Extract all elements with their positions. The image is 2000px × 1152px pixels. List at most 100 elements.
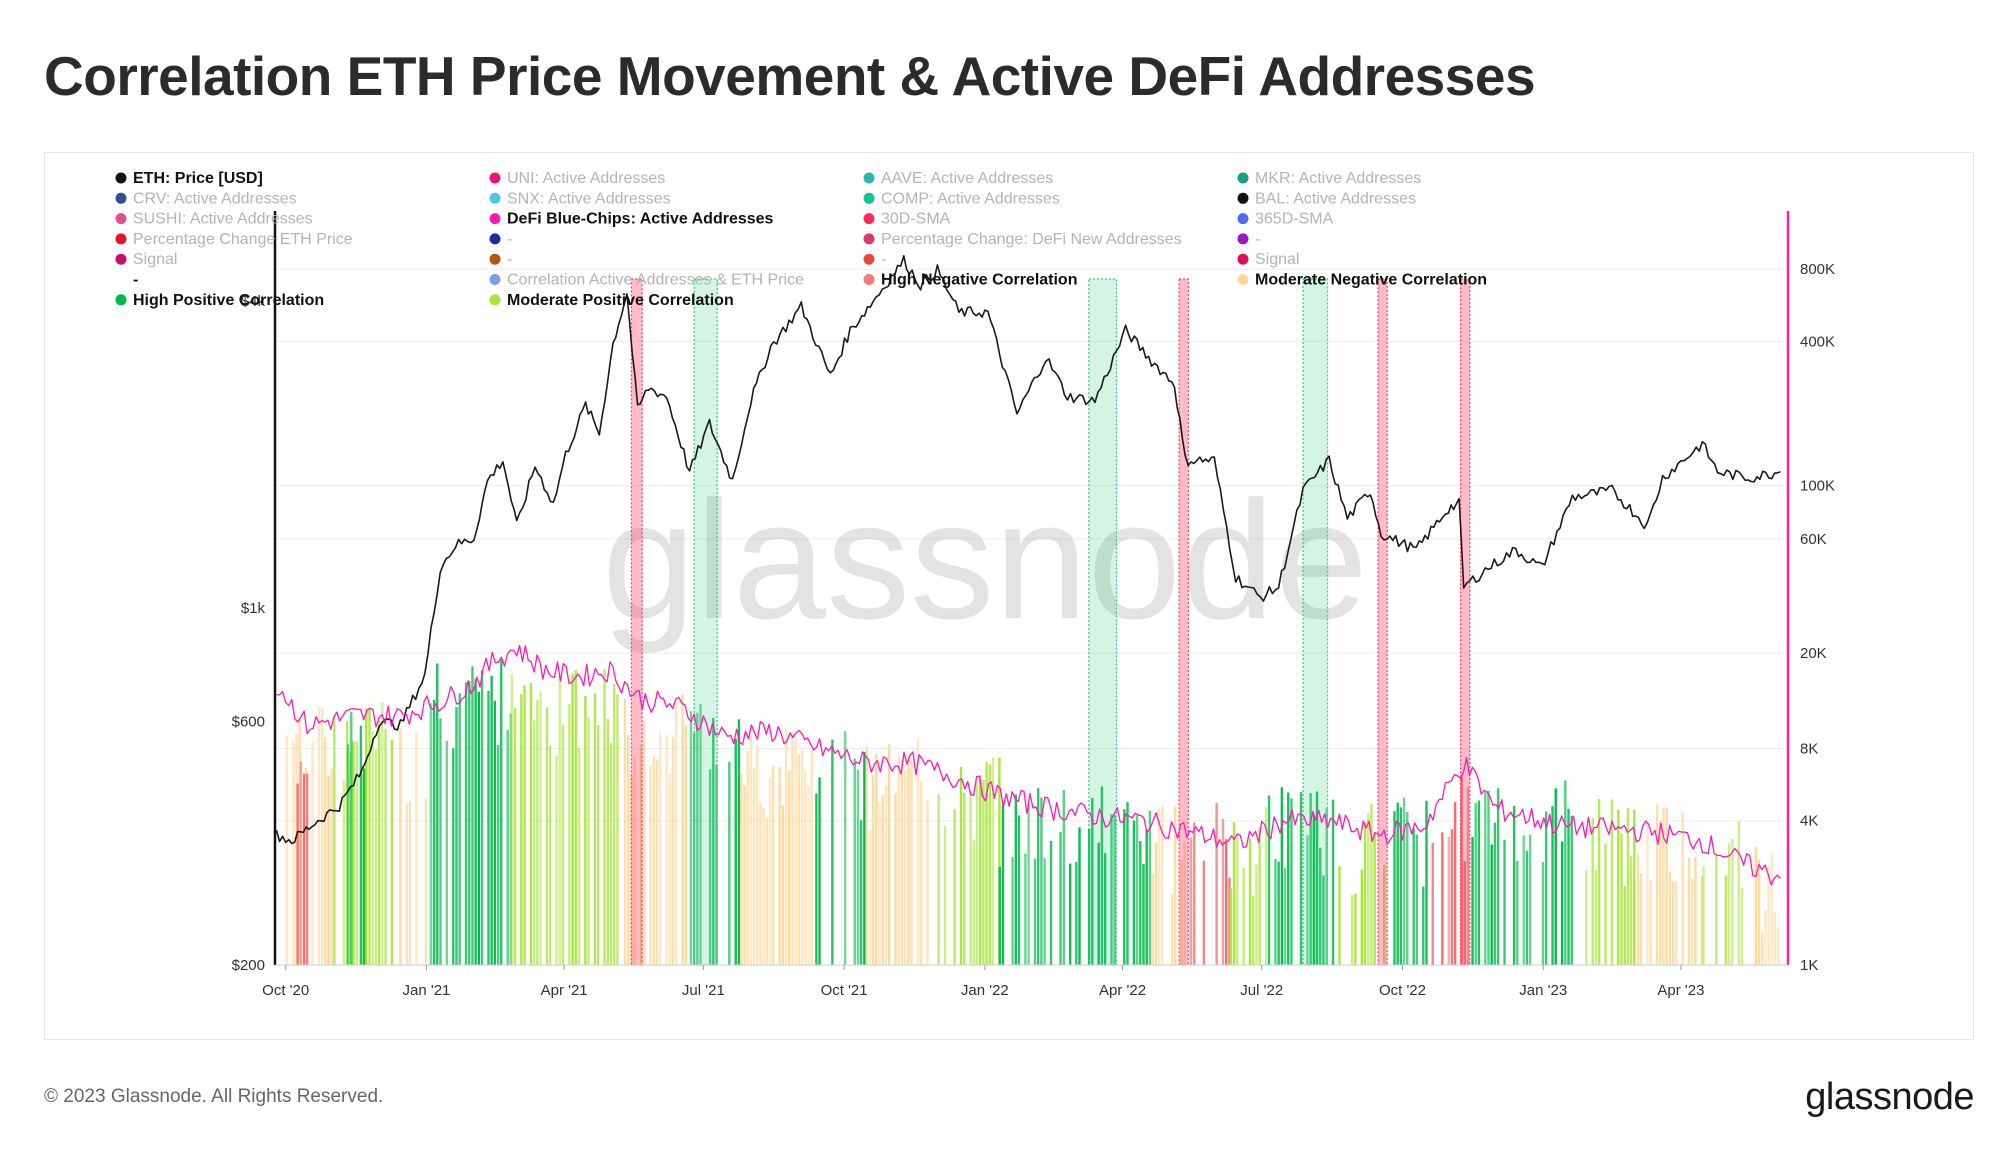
correlation-bar-1 <box>296 761 309 965</box>
legend-label: AAVE: Active Addresses <box>881 170 1053 187</box>
legend-dot-icon <box>863 274 875 285</box>
x-tick-8: Oct '22 <box>1379 982 1426 999</box>
x-tick-7: Jul '22 <box>1240 982 1283 999</box>
series-line-0 <box>275 255 1781 845</box>
legend-label: - <box>507 251 512 268</box>
chart-canvas: glassnode $200 $600 $1k $4k 1K 4K 8K 20K 60K 100K… <box>115 170 1835 999</box>
correlation-bar-4 <box>399 728 428 965</box>
y-right-tick-5: 100K <box>1800 478 1835 495</box>
legend-item-19[interactable]: Signal <box>1237 251 1300 268</box>
legend-item-25[interactable]: Moderate Positive Correlation <box>489 292 734 309</box>
highlight-band-0 <box>630 278 643 966</box>
brand-logo[interactable]: glassnode <box>1805 1076 1974 1118</box>
highlight-band-5 <box>1377 278 1388 966</box>
legend-item-16[interactable]: Signal <box>115 251 178 268</box>
correlation-bar-20 <box>1338 803 1386 965</box>
legend-dot-icon <box>1237 192 1249 204</box>
legend-dot-icon <box>863 213 875 225</box>
correlation-bar-27 <box>1754 846 1780 965</box>
correlation-bar-23 <box>1471 780 1573 965</box>
correlation-bar-25 <box>1636 804 1704 965</box>
legend-label: BAL: Active Addresses <box>1255 190 1416 207</box>
legend-label: SUSHI: Active Addresses <box>133 211 313 228</box>
legend-dot-icon <box>1237 253 1249 265</box>
correlation-bar-14 <box>998 788 1072 965</box>
legend-item-12[interactable]: Percentage Change ETH Price <box>115 231 353 248</box>
legend-label: - <box>881 251 886 268</box>
legend-dot-icon <box>1237 274 1249 285</box>
legend-dot-icon <box>489 192 501 204</box>
correlation-bar-21 <box>1393 797 1428 965</box>
legend-item-10[interactable]: 30D-SMA <box>863 211 951 228</box>
y-right-tick-4: 60K <box>1800 531 1827 548</box>
y-right-tick-0: 1K <box>1800 957 1818 974</box>
correlation-bar-8 <box>623 694 688 965</box>
legend-item-7[interactable]: BAL: Active Addresses <box>1237 190 1416 207</box>
legend-item-17[interactable]: - <box>489 251 513 268</box>
correlation-bar-26 <box>1702 821 1744 965</box>
legend-label: ETH: Price [USD] <box>133 170 263 187</box>
legend-label: CRV: Active Addresses <box>133 190 297 207</box>
footer-copyright: © 2023 Glassnode. All Rights Reserved. <box>44 1086 384 1107</box>
y-right-tick-6: 400K <box>1800 333 1835 350</box>
correlation-bar-17 <box>1189 802 1231 965</box>
legend-item-8[interactable]: SUSHI: Active Addresses <box>115 211 313 228</box>
legend-label: - <box>133 272 138 289</box>
legend-item-23[interactable]: Moderate Negative Correlation <box>1237 272 1488 289</box>
legend-item-15[interactable]: - <box>1237 231 1261 248</box>
legend-item-20[interactable]: - <box>116 272 139 289</box>
correlation-bar-22 <box>1431 777 1470 965</box>
x-tick-3: Jul '21 <box>682 982 725 999</box>
y-right-tick-2: 8K <box>1800 741 1818 758</box>
legend-dot-icon <box>115 233 127 245</box>
legend-item-21[interactable]: Correlation Active Addresses & ETH Price <box>489 272 805 289</box>
correlation-bar-24 <box>1585 799 1636 965</box>
legend-item-22[interactable]: High Negative Correlation <box>863 272 1078 289</box>
legend-label: - <box>1255 231 1260 248</box>
correlation-bar-16 <box>1151 804 1186 965</box>
legend-item-0[interactable]: ETH: Price [USD] <box>115 170 263 187</box>
legend-item-18[interactable]: - <box>863 251 887 268</box>
correlation-bars <box>285 659 1780 965</box>
legend-item-3[interactable]: MKR: Active Addresses <box>1237 170 1422 187</box>
legend-item-24[interactable]: High Positive Correlation <box>115 292 325 309</box>
legend-label: DeFi Blue-Chips: Active Addresses <box>507 211 774 228</box>
legend-label: - <box>507 231 512 248</box>
legend-label: Moderate Negative Correlation <box>1255 272 1487 289</box>
legend-item-5[interactable]: SNX: Active Addresses <box>489 190 671 207</box>
correlation-bar-7 <box>545 669 619 965</box>
legend-label: SNX: Active Addresses <box>507 190 671 207</box>
legend-item-6[interactable]: COMP: Active Addresses <box>863 190 1060 207</box>
legend[interactable]: ETH: Price [USD] UNI: Active Addresses AAV… <box>115 170 1488 309</box>
highlight-bands <box>630 278 1471 966</box>
legend-item-9[interactable]: DeFi Blue-Chips: Active Addresses <box>489 211 774 228</box>
axes: $200 $600 $1k $4k 1K 4K 8K 20K 60K 100K 400K 800K Oc… <box>232 211 1835 999</box>
correlation-bar-18 <box>1229 807 1268 965</box>
legend-dot-icon <box>1237 172 1249 184</box>
legend-label: Percentage Change: DeFi New Addresses <box>881 231 1182 248</box>
correlation-bar-3 <box>346 711 366 965</box>
legend-dot-icon <box>1237 233 1249 245</box>
legend-label: Signal <box>1255 251 1299 268</box>
highlight-band-6 <box>1460 278 1471 966</box>
legend-item-13[interactable]: - <box>489 231 513 248</box>
legend-item-1[interactable]: UNI: Active Addresses <box>489 170 666 187</box>
x-tick-9: Jan '23 <box>1519 982 1567 999</box>
x-tick-6: Apr '22 <box>1099 982 1146 999</box>
legend-dot-icon <box>489 253 501 265</box>
legend-item-2[interactable]: AAVE: Active Addresses <box>863 170 1054 187</box>
legend-item-4[interactable]: CRV: Active Addresses <box>115 190 297 207</box>
legend-label: Signal <box>133 251 177 268</box>
legend-dot-icon <box>489 172 501 184</box>
legend-item-11[interactable]: 365D-SMA <box>1237 211 1334 228</box>
x-tick-0: Oct '20 <box>262 982 309 999</box>
x-tick-5: Jan '22 <box>961 982 1009 999</box>
y-left-tick-2: $1k <box>241 600 266 617</box>
highlight-band-2 <box>1088 278 1118 966</box>
y-right-tick-1: 4K <box>1800 813 1818 830</box>
series-lines <box>275 255 1781 886</box>
legend-label: Correlation Active Addresses & ETH Price <box>507 272 804 289</box>
legend-item-14[interactable]: Percentage Change: DeFi New Addresses <box>863 231 1182 248</box>
watermark: glassnode <box>602 466 1368 654</box>
correlation-bar-6 <box>510 674 542 965</box>
